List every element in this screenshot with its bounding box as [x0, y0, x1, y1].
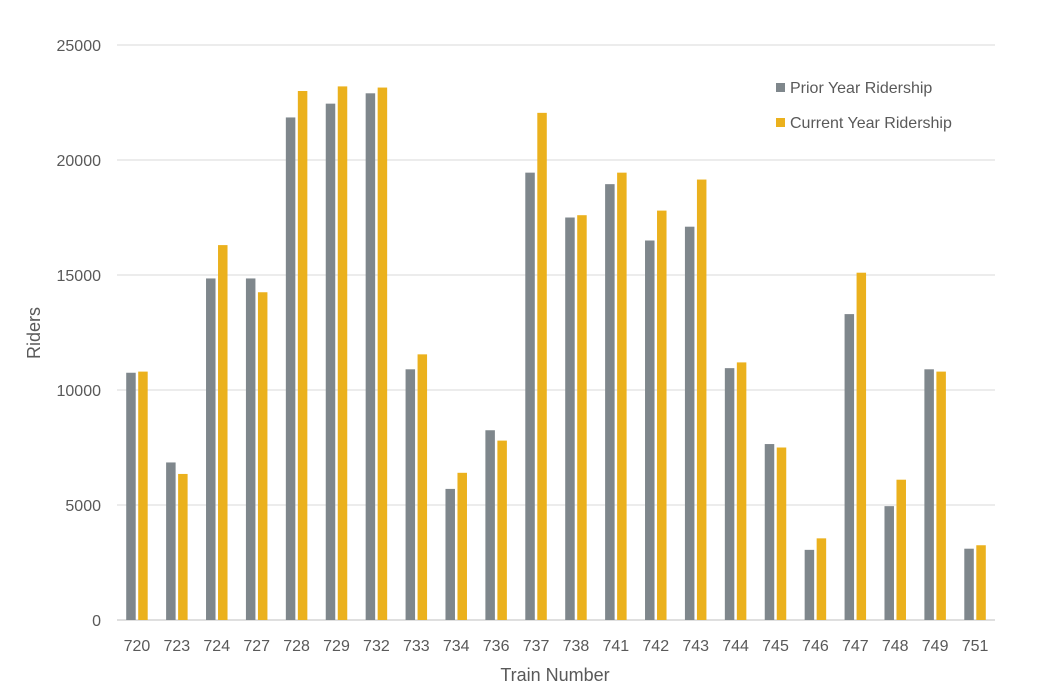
bar-current-year	[537, 112, 547, 620]
x-tick-label: 744	[722, 638, 749, 655]
y-axis: 0 5000 10000 15000 20000 25000	[57, 38, 102, 630]
bar-current-year	[936, 371, 946, 620]
y-tick-label: 15000	[57, 268, 102, 285]
y-tick-label: 20000	[57, 153, 102, 170]
y-tick-label: 10000	[57, 383, 102, 400]
bar-current-year	[696, 179, 707, 621]
x-tick-label: 737	[523, 638, 550, 655]
x-tick-label: 741	[603, 638, 630, 655]
bar-current-year	[816, 538, 827, 620]
bar-current-year	[377, 87, 388, 621]
x-tick-label: 733	[403, 638, 430, 655]
bar-current-year	[337, 86, 348, 620]
y-tick-label: 25000	[57, 38, 102, 55]
bar-current-year	[856, 272, 867, 620]
bar-prior-year	[485, 430, 495, 620]
bar-prior-year	[924, 369, 934, 620]
bar-current-year	[138, 371, 148, 620]
bar-current-year	[896, 479, 906, 620]
x-tick-label: 720	[124, 638, 151, 655]
bar-prior-year	[884, 506, 894, 620]
bar-current-year	[657, 210, 667, 620]
bar-prior-year	[645, 240, 655, 620]
bar-current-year	[976, 545, 986, 620]
bar-prior-year	[724, 368, 735, 620]
bar-prior-year	[804, 549, 815, 620]
bar-prior-year	[684, 226, 695, 620]
bar-prior-year	[285, 117, 296, 620]
x-tick-label: 747	[842, 638, 869, 655]
bars	[126, 86, 986, 621]
bar-current-year	[577, 215, 587, 620]
bar-prior-year	[365, 93, 376, 621]
x-tick-label: 728	[283, 638, 310, 655]
legend-label-prior-year: Prior Year Ridership	[790, 80, 932, 97]
bar-prior-year	[964, 548, 974, 620]
x-tick-label: 743	[682, 638, 709, 655]
bar-current-year	[736, 362, 747, 620]
bar-prior-year	[844, 314, 855, 620]
legend-label-current-year: Current Year Ridership	[790, 115, 952, 132]
y-tick-label: 5000	[65, 498, 101, 515]
x-tick-label: 745	[762, 638, 789, 655]
bar-current-year	[297, 91, 308, 620]
bar-prior-year	[764, 444, 775, 620]
x-tick-label: 738	[563, 638, 590, 655]
x-tick-label: 751	[962, 638, 989, 655]
x-tick-label: 746	[802, 638, 829, 655]
x-tick-label: 736	[483, 638, 510, 655]
x-tick-label: 749	[922, 638, 949, 655]
y-tick-label: 0	[92, 613, 101, 630]
bar-prior-year	[126, 372, 136, 620]
bar-current-year	[178, 473, 188, 620]
bar-current-year	[417, 354, 428, 620]
legend-swatch-prior-year	[776, 83, 785, 92]
x-tick-label: 748	[882, 638, 909, 655]
bar-prior-year	[206, 278, 216, 620]
bar-current-year	[776, 447, 787, 620]
bar-current-year	[218, 245, 228, 620]
x-tick-label: 729	[323, 638, 350, 655]
x-tick-label: 727	[243, 638, 270, 655]
legend-swatch-current-year	[776, 118, 785, 127]
x-axis-title: Train Number	[500, 665, 609, 685]
x-tick-label: 732	[363, 638, 390, 655]
x-tick-label: 742	[642, 638, 669, 655]
bar-current-year	[497, 440, 507, 620]
bar-prior-year	[565, 217, 575, 620]
bar-prior-year	[605, 184, 615, 620]
y-axis-title: Riders	[24, 307, 44, 359]
bar-prior-year	[325, 103, 336, 620]
bar-current-year	[257, 292, 268, 620]
bar-prior-year	[405, 369, 416, 620]
bar-prior-year	[245, 278, 256, 620]
bar-prior-year	[166, 462, 176, 620]
bar-current-year	[457, 472, 467, 620]
x-tick-label: 734	[443, 638, 470, 655]
x-tick-label: 724	[203, 638, 230, 655]
bar-prior-year	[525, 172, 535, 620]
bar-prior-year	[445, 488, 455, 620]
x-tick-label: 723	[164, 638, 191, 655]
x-axis: 720 723 724 727 728 729 732 733 734 736 737 738 741 7…	[124, 638, 989, 655]
legend: Prior Year Ridership Current Year Riders…	[776, 80, 952, 132]
bar-current-year	[617, 172, 627, 620]
